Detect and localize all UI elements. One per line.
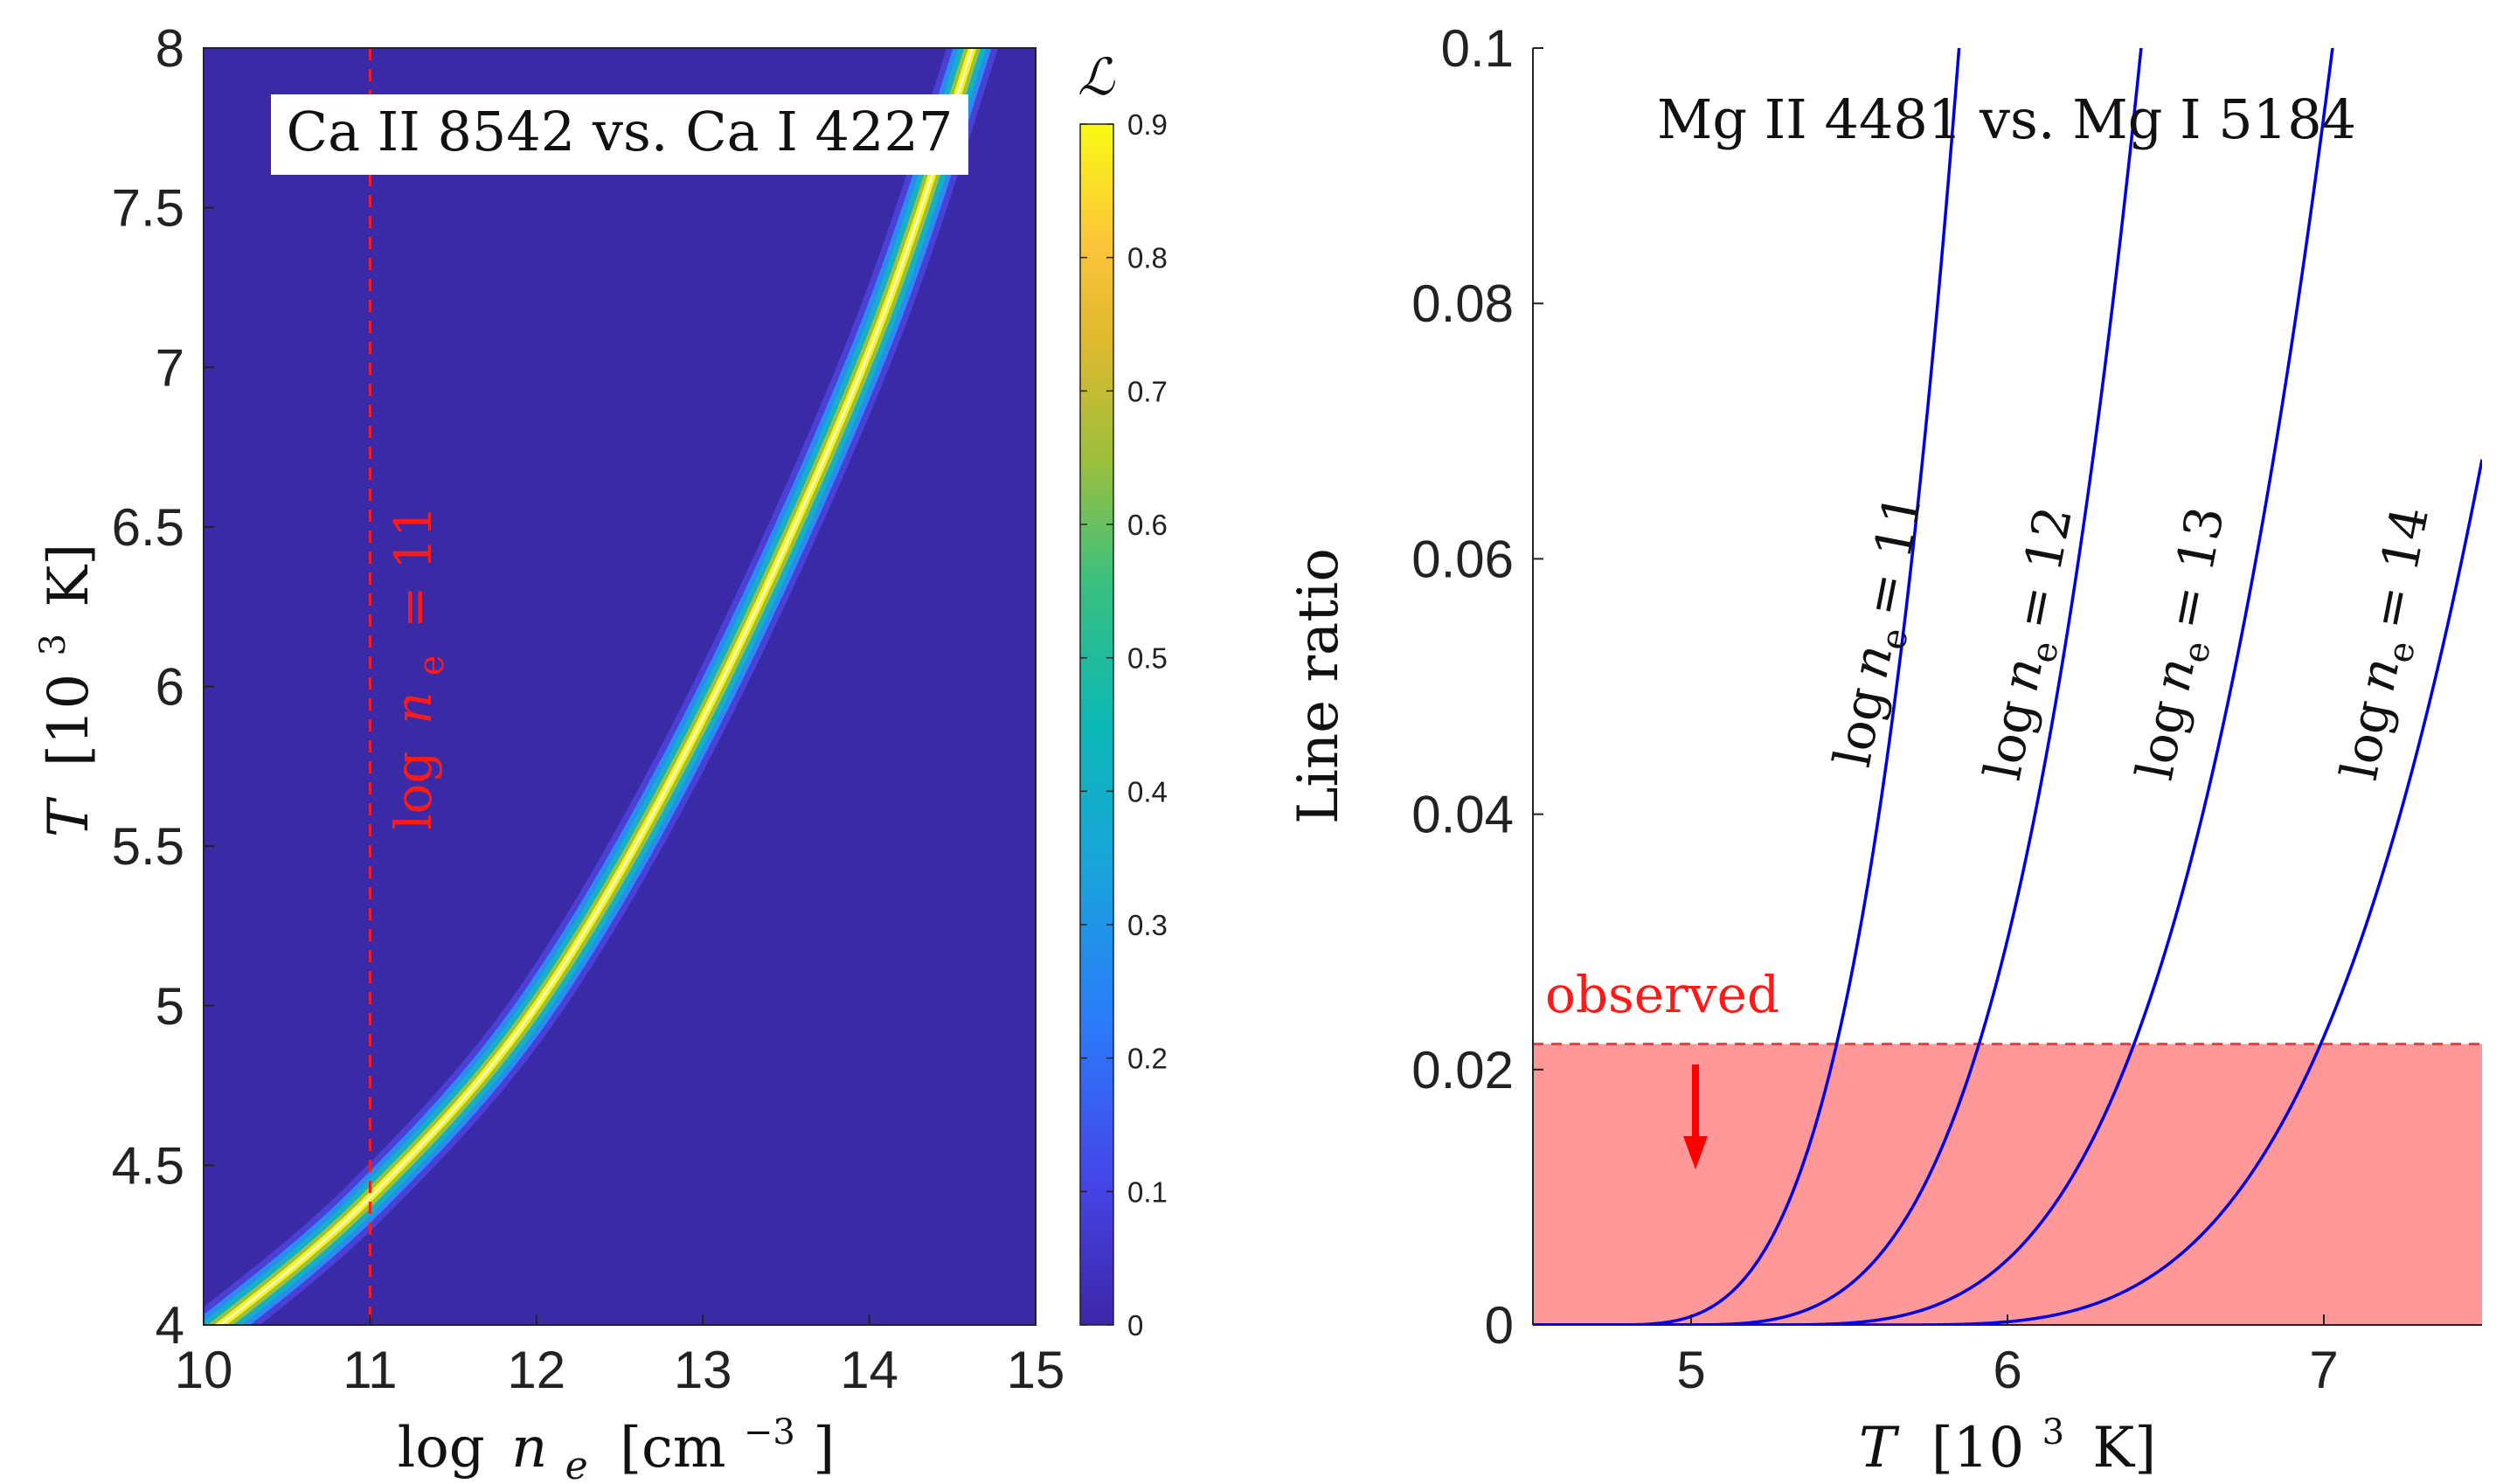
left-ytick-label: 4.5 bbox=[112, 1136, 184, 1195]
colorbar-tick-label: 0.8 bbox=[1127, 242, 1168, 274]
colorbar-tick-label: 0.9 bbox=[1127, 108, 1168, 141]
left-xtick-label: 15 bbox=[1007, 1341, 1065, 1399]
right-xtick-label: 5 bbox=[1676, 1341, 1705, 1399]
ne11-label: log n e = 11 bbox=[384, 505, 455, 830]
left-panel: Ca II 8542 vs. Ca I 4227 log n e = 11 10… bbox=[14, 19, 1168, 1484]
left-xtick-label: 13 bbox=[674, 1341, 732, 1399]
right-ytick-label: 0.06 bbox=[1411, 530, 1514, 588]
observed-label: observed bbox=[1545, 965, 1779, 1024]
svg-text:log n e: log n e = 11 bbox=[384, 505, 455, 830]
observed-region bbox=[1533, 1044, 2482, 1325]
colorbar-tick-label: 0.4 bbox=[1127, 775, 1168, 808]
left-ytick-label: 4 bbox=[156, 1296, 184, 1355]
ne11-label-log: log bbox=[384, 751, 443, 830]
svg-text:logne= 13: logne= 13 bbox=[2125, 502, 2244, 787]
right-xlabel: T [10 3 K] bbox=[1859, 1393, 2156, 1481]
colorbar-tick-label: 0.6 bbox=[1127, 509, 1168, 541]
svg-text:logne= 12: logne= 12 bbox=[1973, 502, 2092, 787]
right-axis-ticks: 5 6 7 0 0.02 0.04 0.06 0.08 0.1 bbox=[1411, 19, 2338, 1399]
colorbar-tick-label: 0.5 bbox=[1127, 642, 1168, 675]
left-ytick-label: 8 bbox=[156, 19, 184, 78]
colorbar-tick-label: 0.1 bbox=[1127, 1175, 1168, 1208]
colorbar-ticks: 0 0.1 0.2 0.3 0.4 0.5 0.6 0.7 0.8 0.9 bbox=[1080, 108, 1168, 1342]
ne11-label-e: e bbox=[412, 655, 452, 676]
right-xtick-label: 6 bbox=[1993, 1341, 2021, 1399]
right-ytick-label: 0.1 bbox=[1441, 19, 1514, 78]
right-title: Mg II 4481 vs. Mg I 5184 bbox=[1657, 87, 2356, 151]
curve-label: logne= 11 bbox=[1822, 489, 1942, 773]
right-xtick-label: 7 bbox=[2309, 1341, 2338, 1399]
left-ytick-label: 6.5 bbox=[112, 498, 184, 557]
curve-label: logne= 14 bbox=[2329, 502, 2449, 787]
right-ytick-label: 0 bbox=[1485, 1296, 1514, 1355]
ratio-curve bbox=[1533, 48, 2143, 1325]
colorbar-tick-label: 0 bbox=[1127, 1309, 1143, 1342]
left-ytick-label: 7.5 bbox=[112, 179, 184, 238]
left-ytick-label: 5 bbox=[156, 977, 184, 1036]
left-title: Ca II 8542 vs. Ca I 4227 bbox=[287, 100, 953, 163]
right-ytick-label: 0.02 bbox=[1411, 1041, 1514, 1099]
observed-arrow bbox=[1683, 1064, 1708, 1169]
right-ytick-label: 0.08 bbox=[1411, 274, 1514, 333]
ratio-curve bbox=[1533, 48, 1961, 1325]
colorbar bbox=[1079, 123, 1114, 1326]
left-ytick-label: 7 bbox=[156, 338, 184, 397]
svg-text:logne= 14: logne= 14 bbox=[2329, 502, 2449, 787]
left-xtick-label: 10 bbox=[175, 1341, 233, 1399]
colorbar-tick-label: 0.3 bbox=[1127, 909, 1168, 941]
svg-text:T [10 3: T [10 3 K] bbox=[14, 544, 101, 837]
colorbar-label: ℒ bbox=[1078, 47, 1115, 107]
ratio-curve bbox=[1533, 48, 2334, 1325]
left-xtick-label: 12 bbox=[507, 1341, 565, 1399]
left-ylabel: T [10 3 K] bbox=[14, 544, 101, 837]
left-title-box bbox=[271, 94, 968, 175]
left-xlabel: log n e [cm −3 ] bbox=[398, 1393, 835, 1484]
right-ylabel: Line ratio bbox=[1286, 548, 1351, 824]
curve-labels: logne= 11 logne= 12 logne= 13 logne= 14 bbox=[1822, 489, 2449, 787]
svg-text:logne= 11: logne= 11 bbox=[1822, 489, 1942, 773]
right-ytick-label: 0.04 bbox=[1411, 786, 1514, 844]
ne11-label-eq: = 11 bbox=[384, 505, 443, 628]
curve-label: logne= 12 bbox=[1973, 502, 2092, 787]
left-ytick-label: 5.5 bbox=[112, 817, 184, 876]
left-ytick-label: 6 bbox=[156, 658, 184, 717]
ne11-label-n: n bbox=[384, 692, 443, 725]
svg-text:Line ratio: Line ratio bbox=[1286, 548, 1351, 824]
left-axis-ticks: 10 11 12 13 14 15 4 4.5 5 5.5 6 6.5 7 7.5 8 bbox=[112, 19, 1065, 1399]
left-xtick-label: 11 bbox=[343, 1341, 397, 1399]
colorbar-tick-label: 0.7 bbox=[1127, 375, 1168, 407]
curve-label: logne= 13 bbox=[2125, 502, 2244, 787]
colorbar-tick-label: 0.2 bbox=[1127, 1043, 1168, 1075]
left-xtick-label: 14 bbox=[840, 1341, 898, 1399]
right-panel: observed Mg II 4481 vs. Mg I 5184 logne=… bbox=[1286, 19, 2482, 1481]
